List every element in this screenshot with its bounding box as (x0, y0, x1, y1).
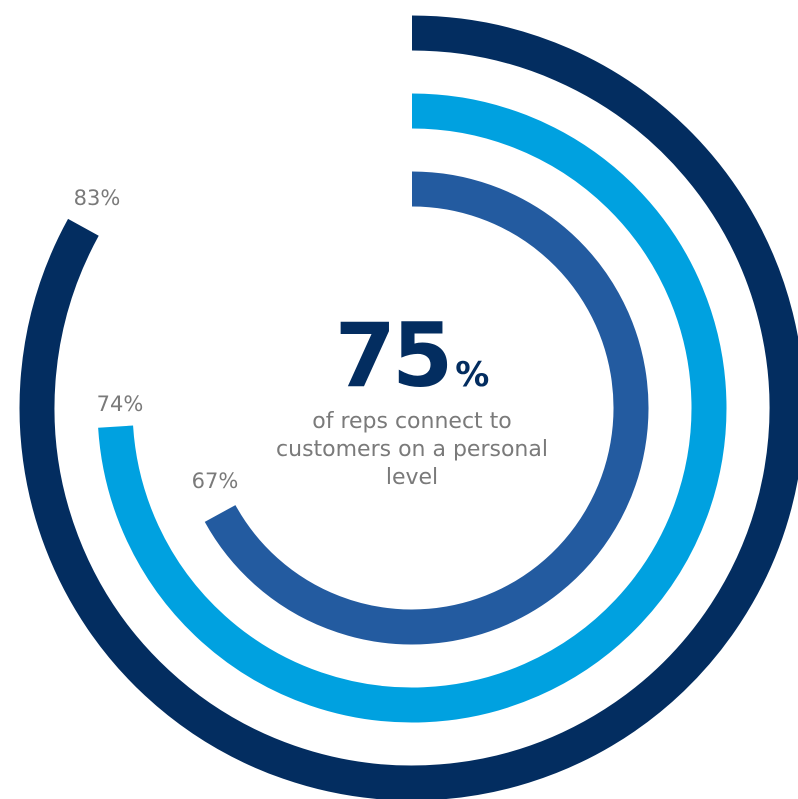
ring-1-label: 83% (74, 186, 121, 210)
ring-2-label: 74% (97, 392, 144, 416)
highlight-caption: of reps connect to customers on a person… (276, 409, 548, 490)
ring-3 (204, 171, 649, 645)
highlight-stat: 75% of reps connect to customers on a pe… (262, 312, 562, 492)
ring-1 (19, 15, 798, 799)
ring-3-label: 67% (192, 469, 239, 493)
highlight-value: 75 (334, 304, 453, 407)
ring-2 (98, 93, 727, 723)
highlight-unit: % (455, 355, 490, 395)
